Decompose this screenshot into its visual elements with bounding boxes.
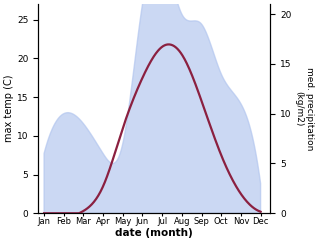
Y-axis label: med. precipitation
(kg/m2): med. precipitation (kg/m2): [294, 67, 314, 151]
Y-axis label: max temp (C): max temp (C): [4, 75, 14, 143]
X-axis label: date (month): date (month): [115, 228, 193, 238]
